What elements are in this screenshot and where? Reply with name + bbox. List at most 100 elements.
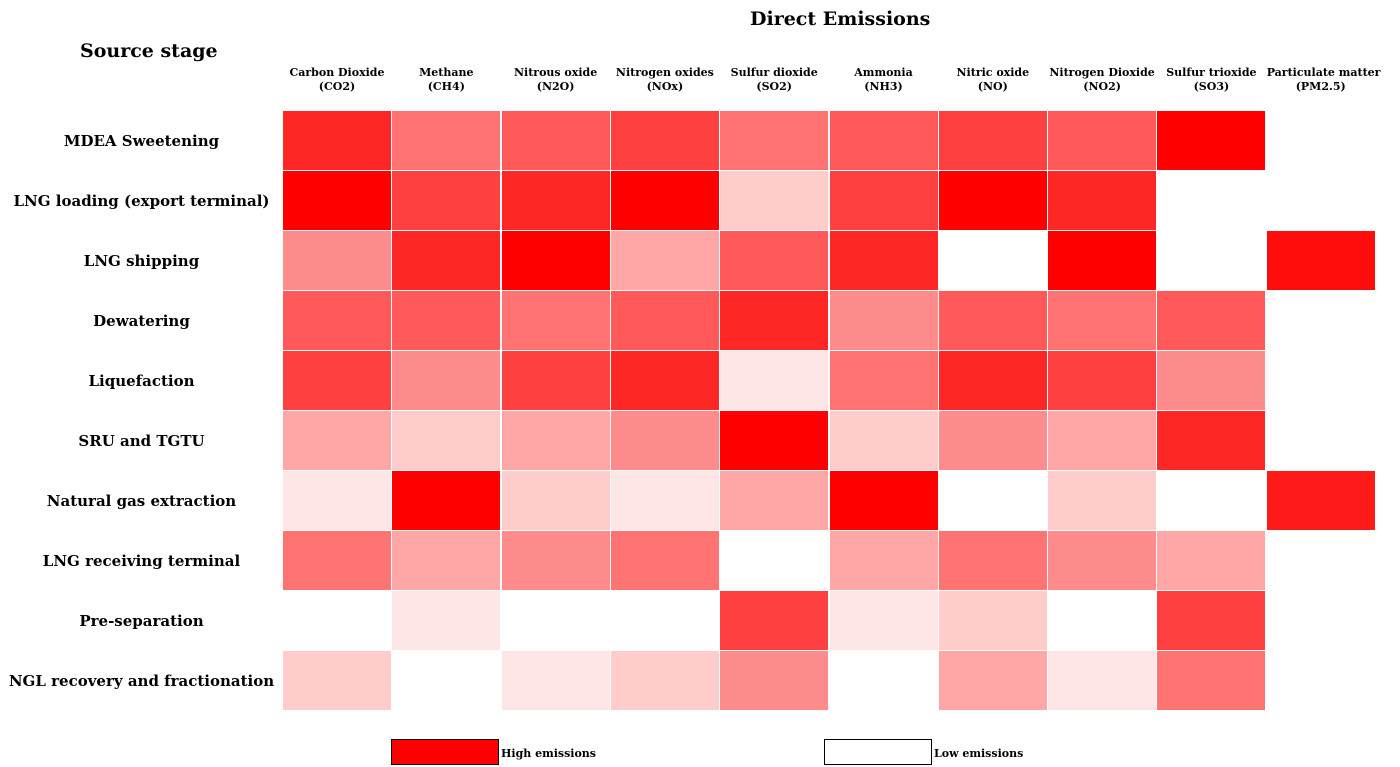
- heatmap-cell: [502, 351, 610, 410]
- heatmap-cell: [283, 291, 391, 350]
- column-formula: (SO2): [756, 80, 792, 93]
- heatmap-cell: [720, 171, 828, 230]
- column-formula: (SO3): [1193, 80, 1230, 93]
- heatmap-cell: [1048, 111, 1156, 170]
- heatmap-cell: [502, 411, 610, 470]
- heatmap-cell: [720, 351, 828, 410]
- heatmap-cell: [939, 651, 1047, 710]
- heatmap-cell: [502, 531, 610, 590]
- heatmap-cell: [502, 591, 610, 650]
- heatmap-cell: [392, 531, 500, 590]
- heatmap-cell: [1157, 591, 1265, 650]
- heatmap-cell: [1157, 531, 1265, 590]
- heatmap-cell: [611, 111, 719, 170]
- heatmap-cell: [611, 351, 719, 410]
- column-name: Ammonia: [854, 66, 913, 79]
- row-label: Pre-separation: [79, 612, 204, 630]
- column-label: Methane (CH4): [392, 66, 500, 94]
- heatmap-cell: [502, 471, 610, 530]
- heatmap-cell: [830, 171, 938, 230]
- row-header: Source stage: [80, 40, 218, 62]
- heatmap-cell: [1157, 651, 1265, 710]
- column-label: Carbon Dioxide (CO2): [283, 66, 391, 94]
- heatmap-cell: [502, 231, 610, 290]
- column-label: Nitrogen oxides (NOx): [611, 66, 719, 94]
- column-name: Carbon Dioxide: [289, 66, 385, 79]
- heatmap-cell: [502, 291, 610, 350]
- heatmap-cell: [939, 411, 1047, 470]
- heatmap-cell: [502, 111, 610, 170]
- heatmap-cell: [1048, 351, 1156, 410]
- heatmap-cell: [392, 231, 500, 290]
- heatmap-cell: [830, 471, 938, 530]
- heatmap-cell: [1048, 171, 1156, 230]
- column-name: Nitrogen Dioxide: [1049, 66, 1155, 79]
- heatmap-cell: [720, 471, 828, 530]
- heatmap-cell: [283, 471, 391, 530]
- column-formula: (NO): [977, 80, 1008, 93]
- heatmap-cell: [283, 231, 391, 290]
- column-name: Methane: [419, 66, 474, 79]
- heatmap-cell: [939, 171, 1047, 230]
- row-label: NGL recovery and fractionation: [8, 672, 275, 690]
- heatmap-cell: [1267, 231, 1375, 290]
- heatmap-cell: [830, 651, 938, 710]
- heatmap-cell: [611, 651, 719, 710]
- heatmap-cell: [1157, 351, 1265, 410]
- heatmap-cell: [611, 531, 719, 590]
- heatmap-cell: [1048, 651, 1156, 710]
- heatmap-cell: [1157, 291, 1265, 350]
- heatmap-cell: [720, 591, 828, 650]
- heatmap-cell: [611, 291, 719, 350]
- heatmap-cell: [830, 291, 938, 350]
- heatmap-cell: [611, 471, 719, 530]
- legend-low-swatch: [824, 739, 932, 765]
- column-label: Particulate matter (PM2.5): [1267, 66, 1381, 94]
- heatmap-cell: [720, 411, 828, 470]
- heatmap-cell: [392, 351, 500, 410]
- heatmap-cell: [830, 231, 938, 290]
- heatmap-cell: [611, 591, 719, 650]
- legend-high-swatch: [391, 739, 499, 765]
- heatmap-cell: [392, 471, 500, 530]
- column-label: Sulfur dioxide (SO2): [720, 66, 828, 94]
- heatmap-cell: [611, 411, 719, 470]
- heatmap-cell: [720, 531, 828, 590]
- heatmap-cell: [830, 111, 938, 170]
- heatmap-cell: [939, 351, 1047, 410]
- heatmap-cell: [283, 651, 391, 710]
- heatmap-cell: [502, 171, 610, 230]
- column-label: Nitrous oxide (N2O): [502, 66, 610, 94]
- row-label: Natural gas extraction: [46, 492, 237, 510]
- heatmap-cell: [392, 111, 500, 170]
- column-formula: (CO2): [318, 80, 356, 93]
- heatmap-cell: [392, 591, 500, 650]
- heatmap-cell: [939, 531, 1047, 590]
- heatmap-cell: [611, 171, 719, 230]
- heatmap-cell: [1048, 231, 1156, 290]
- heatmap-cell: [1267, 471, 1375, 530]
- column-formula: (N2O): [536, 80, 575, 93]
- heatmap-cell: [1048, 291, 1156, 350]
- heatmap-cell: [283, 591, 391, 650]
- column-label: Nitrogen Dioxide (NO2): [1048, 66, 1156, 94]
- heatmap-cell: [283, 171, 391, 230]
- row-label: MDEA Sweetening: [63, 132, 220, 150]
- column-formula: (NO2): [1083, 80, 1121, 93]
- heatmap-cell: [1048, 531, 1156, 590]
- heatmap-cell: [830, 531, 938, 590]
- column-formula: (CH4): [427, 80, 465, 93]
- legend-low-label: Low emissions: [934, 747, 1024, 760]
- column-name: Nitrous oxide: [513, 66, 598, 79]
- heatmap-cell: [611, 231, 719, 290]
- heatmap-cell: [283, 411, 391, 470]
- row-label: Liquefaction: [88, 372, 195, 390]
- heatmap-cell: [939, 471, 1047, 530]
- column-name: Sulfur trioxide: [1166, 66, 1257, 79]
- heatmap-cell: [830, 351, 938, 410]
- heatmap-cell: [392, 171, 500, 230]
- heatmap-cell: [392, 411, 500, 470]
- heatmap-cell: [830, 591, 938, 650]
- heatmap-cell: [720, 651, 828, 710]
- column-label: Ammonia (NH3): [830, 66, 938, 94]
